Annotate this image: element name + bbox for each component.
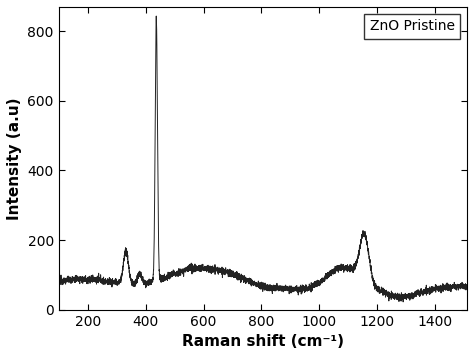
Y-axis label: Intensity (a.u): Intensity (a.u) [7,97,22,220]
Legend: ZnO Pristine: ZnO Pristine [364,14,460,39]
X-axis label: Raman shift (cm⁻¹): Raman shift (cm⁻¹) [182,334,344,349]
